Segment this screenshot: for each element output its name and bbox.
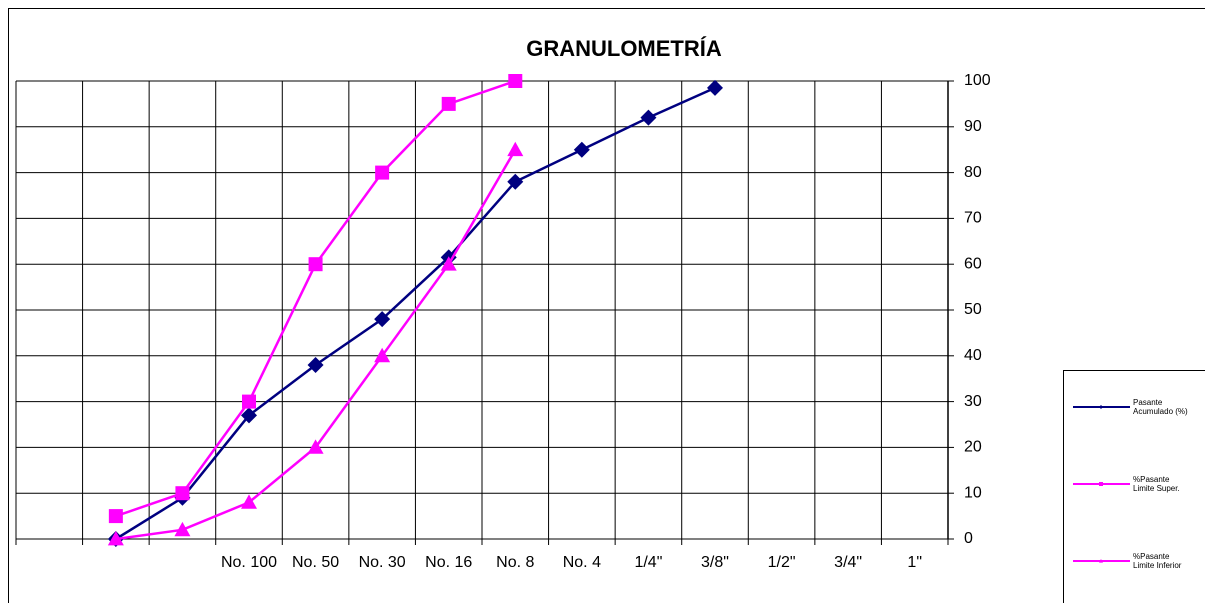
marker — [1099, 482, 1103, 486]
y-tick-label: 0 — [964, 530, 973, 547]
x-tick-label: 1/2" — [768, 554, 796, 571]
marker — [375, 165, 390, 180]
marker — [108, 509, 123, 524]
marker — [573, 141, 590, 158]
marker — [1099, 559, 1103, 563]
marker — [241, 494, 257, 509]
x-tick-label: No. 50 — [292, 554, 339, 571]
y-tick-label: 60 — [964, 255, 982, 272]
y-tick-label: 100 — [964, 72, 991, 89]
legend-label: Pasante Acumulado (%) — [1133, 398, 1188, 416]
marker — [374, 311, 391, 328]
marker — [507, 173, 524, 190]
marker — [242, 394, 256, 409]
marker — [374, 347, 391, 363]
y-tick-label: 20 — [964, 439, 982, 456]
marker — [640, 109, 657, 126]
x-tick-label: 1/4" — [634, 554, 662, 571]
x-tick-label: No. 16 — [425, 554, 472, 571]
marker — [241, 407, 257, 424]
marker — [707, 79, 723, 96]
y-tick-label: 90 — [964, 118, 982, 135]
x-tick-label: No. 100 — [221, 554, 277, 571]
x-tick-label: 3/8" — [701, 554, 729, 571]
legend-box — [1063, 370, 1205, 603]
marker — [1099, 405, 1103, 409]
marker — [440, 256, 457, 271]
y-tick-label: 80 — [964, 164, 982, 181]
y-tick-label: 30 — [964, 393, 982, 410]
marker — [441, 96, 456, 111]
marker — [174, 521, 191, 537]
legend-label: %Pasante Limite Super. — [1133, 475, 1180, 493]
marker — [307, 356, 324, 373]
series-line — [115, 86, 716, 541]
y-tick-label: 70 — [964, 210, 982, 227]
y-tick-label: 10 — [964, 484, 982, 501]
legend-label: %Pasante Limite Inferior — [1133, 552, 1182, 570]
x-tick-label: No. 30 — [359, 554, 406, 571]
marker — [507, 141, 524, 157]
chart-title: GRANULOMETRÍA — [526, 36, 722, 61]
marker — [307, 439, 324, 454]
y-tick-label: 50 — [964, 301, 982, 318]
marker — [175, 486, 190, 501]
x-tick-label: 3/4" — [834, 554, 862, 571]
y-tick-label: 40 — [964, 347, 982, 364]
x-tick-label: No. 4 — [563, 554, 601, 571]
marker — [107, 531, 124, 546]
chart-border — [8, 8, 1205, 603]
marker — [308, 257, 323, 272]
marker — [508, 74, 523, 88]
x-tick-label: No. 8 — [496, 554, 534, 571]
x-tick-label: 1" — [907, 554, 922, 571]
